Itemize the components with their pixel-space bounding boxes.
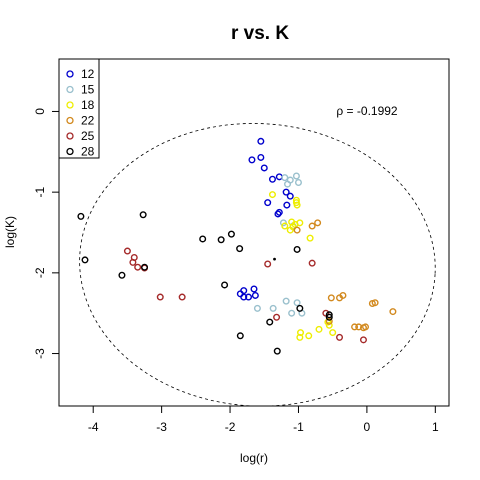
- data-point: [274, 314, 280, 320]
- data-point: [140, 212, 146, 218]
- data-point: [289, 310, 295, 316]
- x-tick-label: -3: [156, 420, 167, 434]
- x-tick-label: -2: [225, 420, 236, 434]
- data-point: [265, 200, 271, 206]
- data-point: [258, 139, 264, 145]
- data-point: [157, 294, 163, 300]
- series-15: [255, 173, 305, 316]
- data-point: [307, 235, 313, 241]
- y-axis-label: log(K): [3, 216, 17, 248]
- data-point: [270, 306, 276, 312]
- data-point: [238, 291, 244, 297]
- legend-label: 25: [81, 129, 95, 143]
- data-point: [274, 348, 280, 354]
- x-axis-label: log(r): [240, 451, 268, 465]
- y-tick-label: -3: [33, 348, 47, 359]
- data-point: [261, 165, 267, 171]
- correlation-annotation: ρ = -0.1992: [336, 104, 398, 118]
- x-axis: -4 -3 -2 -1 0 1: [88, 406, 439, 434]
- data-point: [229, 231, 235, 237]
- data-point: [135, 264, 141, 270]
- data-point: [294, 227, 300, 233]
- x-tick-label: 1: [432, 420, 439, 434]
- data-point: [306, 333, 312, 339]
- y-tick-label: 0: [33, 108, 47, 115]
- data-point: [361, 337, 367, 343]
- y-tick-label: -2: [33, 267, 47, 278]
- data-point: [316, 327, 322, 333]
- data-point: [238, 333, 244, 339]
- data-point: [287, 193, 293, 199]
- data-point: [267, 319, 273, 325]
- data-point: [294, 247, 300, 253]
- data-point: [337, 335, 343, 341]
- x-tick-label: 0: [364, 420, 371, 434]
- confidence-ellipse-layer: [72, 114, 442, 415]
- data-point: [78, 214, 84, 220]
- data-point: [249, 157, 255, 163]
- data-point: [253, 293, 259, 299]
- x-tick-label: -4: [88, 420, 99, 434]
- data-point: [283, 298, 289, 304]
- y-axis: 0 -1 -2 -3: [33, 108, 59, 359]
- data-point: [218, 237, 224, 243]
- data-point: [330, 330, 336, 336]
- legend-label: 22: [81, 114, 95, 128]
- data-point: [390, 309, 396, 315]
- confidence-ellipse: [72, 114, 442, 415]
- series-22: [294, 220, 395, 331]
- data-point: [309, 260, 315, 266]
- data-point: [200, 236, 206, 242]
- data-point: [296, 180, 302, 186]
- data-point: [270, 192, 276, 198]
- series-28: [78, 212, 332, 354]
- data-point: [315, 220, 321, 226]
- legend-label: 12: [81, 67, 95, 81]
- data-point: [329, 295, 335, 301]
- data-point: [277, 174, 283, 180]
- data-point: [222, 282, 228, 288]
- data-point: [297, 306, 303, 312]
- chart-title: r vs. K: [231, 23, 289, 44]
- data-point: [282, 175, 288, 181]
- data-point: [179, 294, 185, 300]
- data-point: [125, 248, 131, 254]
- y-tick-label: -1: [33, 186, 47, 197]
- data-point: [284, 202, 290, 208]
- data-point: [265, 261, 271, 267]
- centroid-dot: [273, 258, 276, 261]
- data-point: [251, 286, 257, 292]
- data-point: [294, 300, 300, 306]
- data-point: [294, 173, 300, 179]
- data-point: [270, 176, 276, 182]
- legend-label: 28: [81, 145, 95, 159]
- x-tick-label: -1: [293, 420, 304, 434]
- series-12: [238, 139, 294, 300]
- data-point: [82, 257, 88, 263]
- data-point: [237, 246, 243, 252]
- data-point: [255, 306, 261, 312]
- legend-label: 15: [81, 83, 95, 97]
- data-point: [119, 272, 125, 278]
- data-point: [309, 223, 315, 229]
- data-points-layer: [78, 139, 396, 354]
- data-point: [258, 155, 264, 161]
- legend-label: 18: [81, 98, 95, 112]
- data-point: [241, 288, 247, 294]
